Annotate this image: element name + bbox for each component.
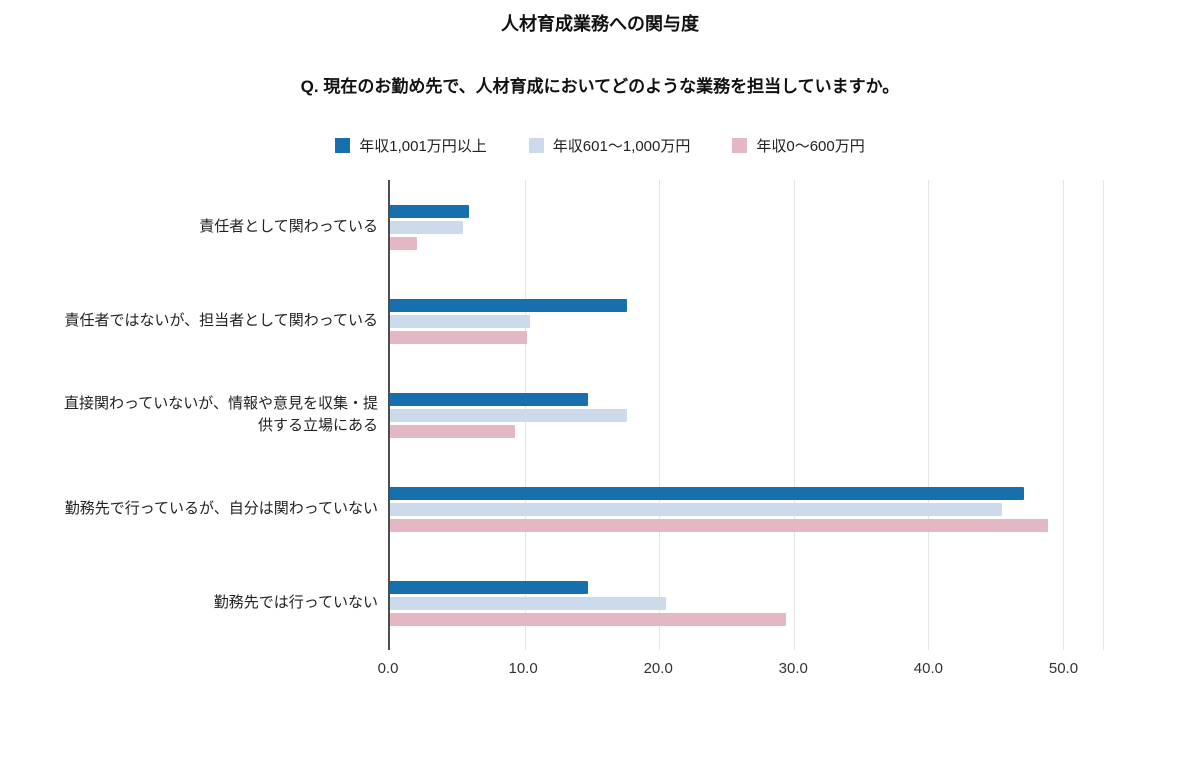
bar xyxy=(390,330,528,344)
bar xyxy=(390,392,588,406)
bar-group xyxy=(390,180,1103,274)
legend: 年収1,001万円以上 年収601〜1,000万円 年収0〜600万円 xyxy=(0,135,1200,156)
bar xyxy=(390,424,516,438)
legend-label: 年収0〜600万円 xyxy=(756,138,865,155)
bar xyxy=(390,314,530,328)
bar-group xyxy=(390,556,1103,650)
gridline xyxy=(1062,180,1064,650)
legend-item: 年収1,001万円以上 xyxy=(335,135,487,156)
x-tick-label: 30.0 xyxy=(778,660,808,677)
category-label: 直接関わっていないが、情報や意見を収集・提供する立場にある xyxy=(64,394,378,435)
x-tick-label: 50.0 xyxy=(1048,660,1079,677)
bar xyxy=(390,502,1003,516)
bar xyxy=(390,486,1024,500)
legend-label: 年収1,001万円以上 xyxy=(359,138,487,155)
bar xyxy=(390,236,417,250)
legend-swatch xyxy=(732,138,748,153)
bar xyxy=(390,580,588,594)
bar-group xyxy=(390,274,1103,368)
category-label: 責任者として関わっている xyxy=(199,217,378,235)
bar-group xyxy=(390,368,1103,462)
bar xyxy=(390,518,1048,532)
plot-area xyxy=(388,180,1104,650)
legend-label: 年収601〜1,000万円 xyxy=(552,138,691,155)
bar xyxy=(390,612,786,626)
bar xyxy=(390,204,470,218)
legend-item: 年収601〜1,000万円 xyxy=(528,135,691,156)
bar xyxy=(390,408,627,422)
x-tick-label: 10.0 xyxy=(508,660,538,677)
category-labels: 責任者として関わっている責任者ではないが、担当者として関わっている直接関わってい… xyxy=(58,180,388,650)
x-tick-label: 0.0 xyxy=(377,660,399,677)
category-label: 責任者ではないが、担当者として関わっている xyxy=(64,311,378,329)
legend-item: 年収0〜600万円 xyxy=(732,135,865,156)
x-tick-label: 20.0 xyxy=(643,660,673,677)
gridline xyxy=(659,180,661,650)
gridline xyxy=(793,180,795,650)
bar-group xyxy=(390,462,1103,556)
bar xyxy=(390,220,463,234)
category-label: 勤務先で行っているが、自分は関わっていない xyxy=(64,499,378,517)
legend-swatch xyxy=(335,138,351,153)
gridline xyxy=(928,180,930,650)
chart-subtitle: Q. 現在のお勤め先で、人材育成においてどのような業務を担当していますか。 xyxy=(300,77,900,96)
legend-swatch xyxy=(528,138,544,153)
bar-chart: 責任者として関わっている責任者ではないが、担当者として関わっている直接関わってい… xyxy=(58,180,1104,650)
bar xyxy=(390,596,666,610)
category-label: 勤務先では行っていない xyxy=(213,593,378,611)
x-tick-label: 40.0 xyxy=(913,660,943,677)
page-title: 人材育成業務への関与度 xyxy=(501,14,699,34)
bar xyxy=(390,298,627,312)
x-ticks: 0.0 10.0 20.0 30.0 40.0 50.0 xyxy=(378,658,1104,688)
